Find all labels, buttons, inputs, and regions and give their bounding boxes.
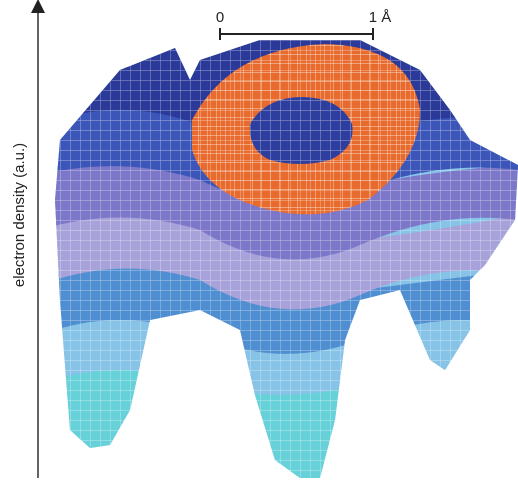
y-axis-label: electron density (a.u.) <box>11 143 28 287</box>
scale-bar: 0 1 Å <box>216 9 391 40</box>
scale-bar-end-label: 1 Å <box>369 9 392 26</box>
scale-bar-start-label: 0 <box>216 9 224 26</box>
density-surface <box>55 40 518 478</box>
surface-mesh <box>55 40 518 478</box>
